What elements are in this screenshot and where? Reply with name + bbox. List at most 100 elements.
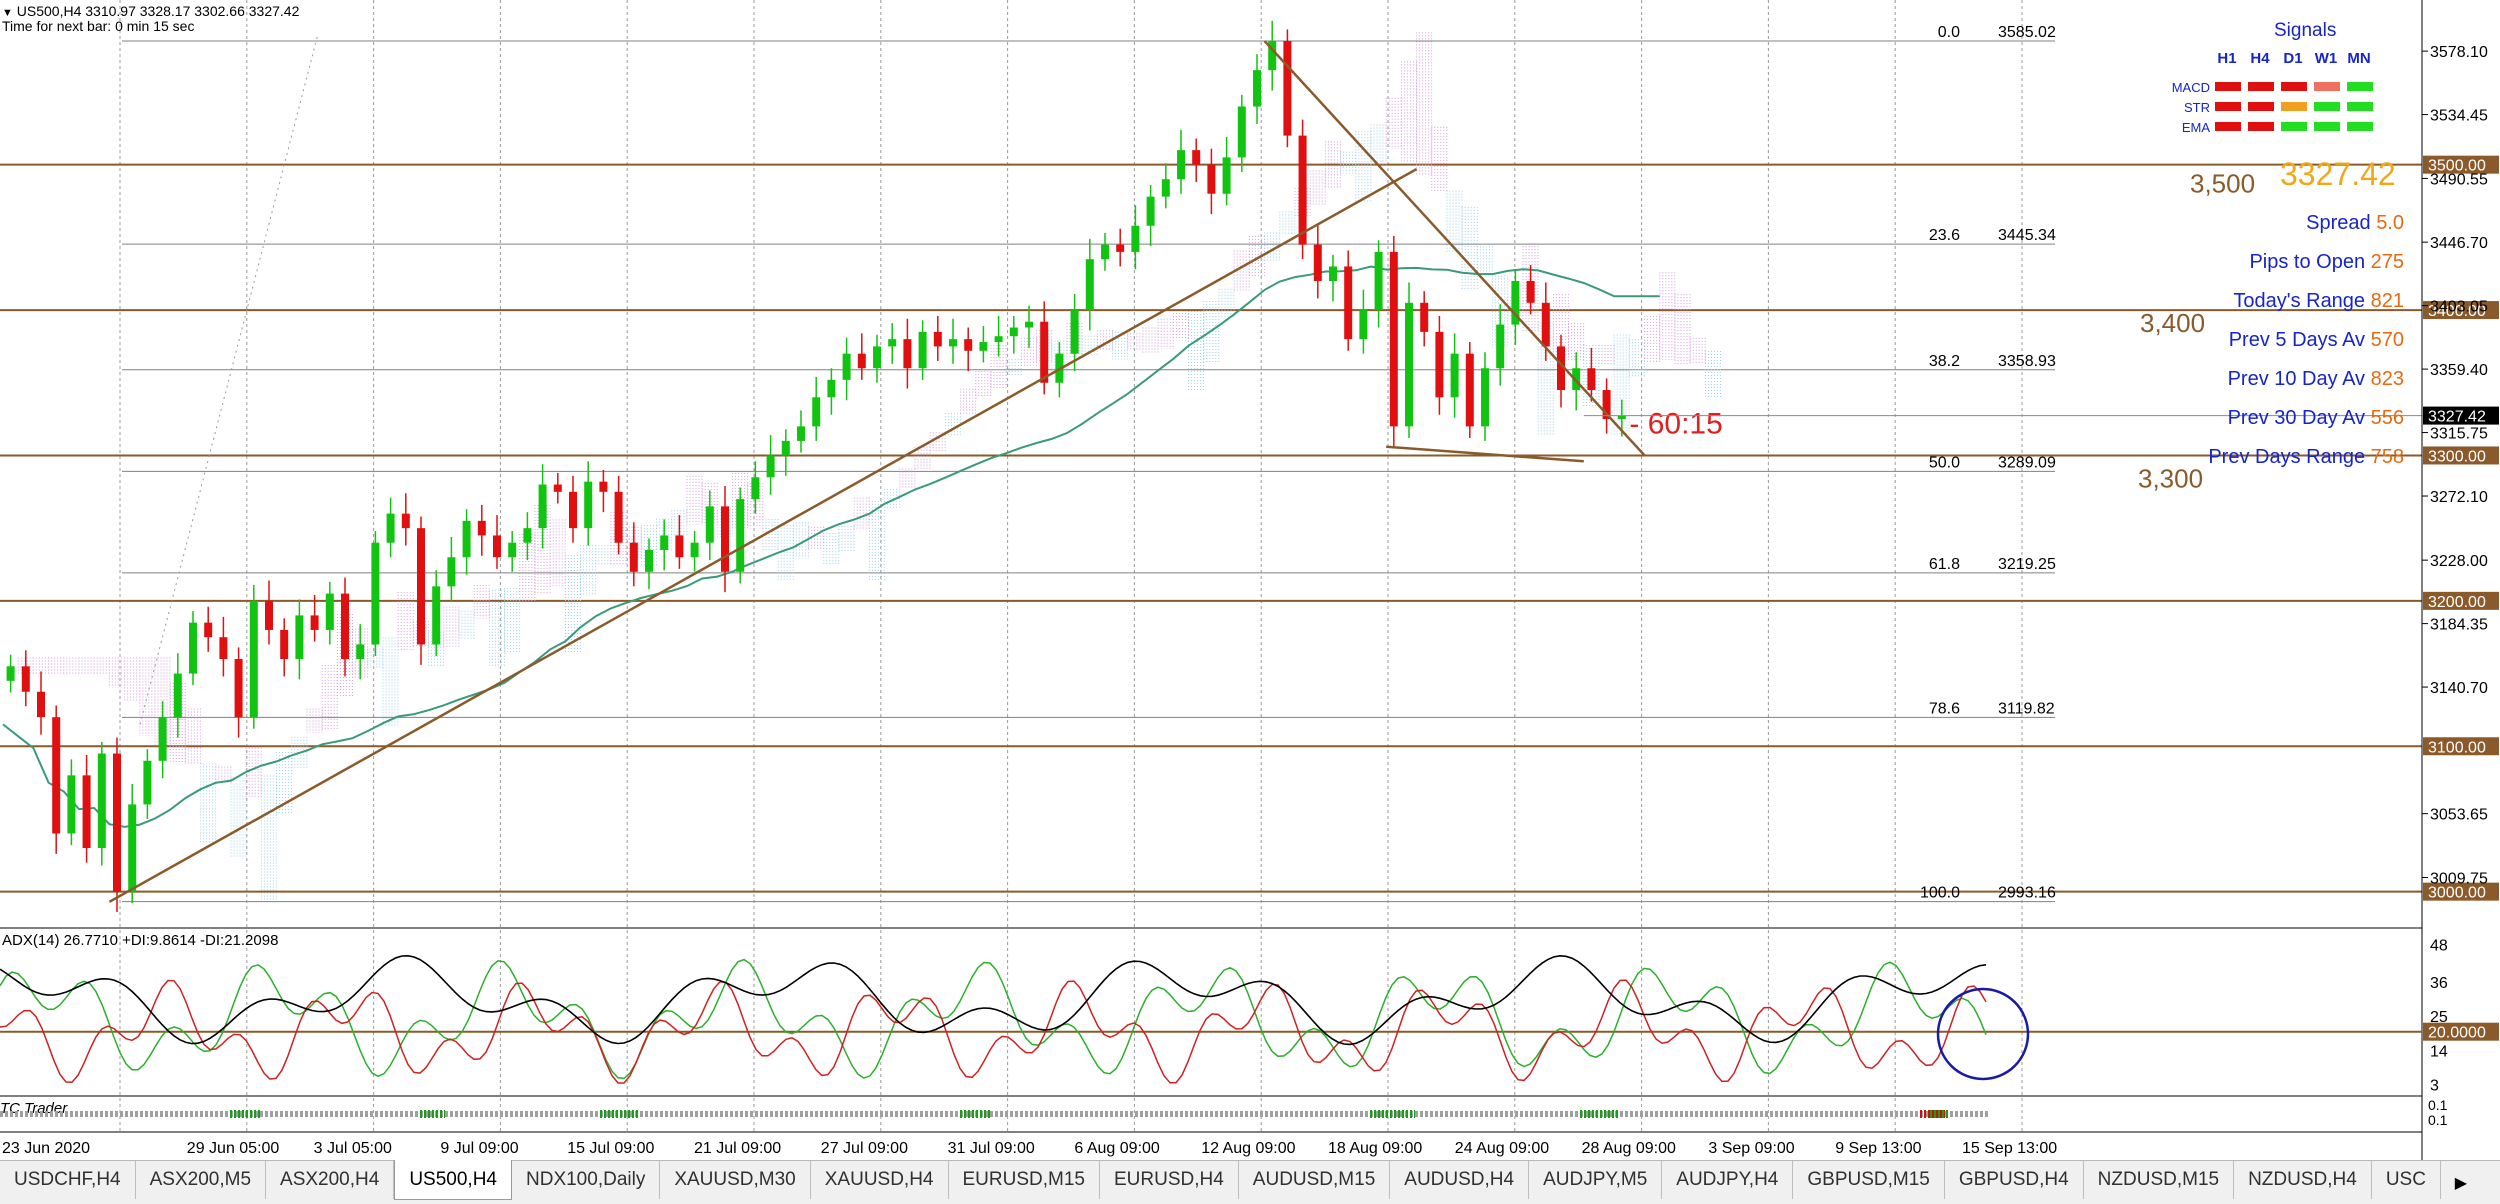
signal-row-label: STR — [2184, 100, 2210, 115]
candle-body — [584, 481, 593, 529]
chart-tab[interactable]: EURUSD,H4 — [1100, 1161, 1239, 1199]
level-annotation: 3,400 — [2140, 308, 2205, 338]
chart-tab[interactable]: USC — [2372, 1161, 2441, 1199]
stat-label: Today's Range — [2233, 290, 2371, 312]
candle-body — [1465, 353, 1474, 427]
fib-level-text: 50.0 — [1929, 454, 1960, 471]
candle-body — [1298, 135, 1307, 245]
trendlines[interactable] — [108, 33, 1646, 903]
signal-column-label: W1 — [2314, 50, 2338, 67]
candle-body — [234, 659, 243, 718]
stat-value: 570 — [2370, 329, 2404, 351]
candle-body — [766, 455, 775, 478]
chart-tab[interactable]: XAUUSD,M30 — [660, 1161, 811, 1199]
collapse-triangle-icon[interactable]: ▼ — [2, 7, 13, 19]
chart-tab[interactable]: AUDUSD,M15 — [1239, 1161, 1391, 1199]
stat-label: Prev 5 Days Av — [2228, 329, 2371, 351]
chart-tab[interactable]: AUDJPY,H4 — [1662, 1161, 1794, 1199]
candle-body — [477, 520, 486, 536]
fib-price-text: 3445.34 — [1998, 227, 2056, 244]
candle-body — [797, 426, 805, 441]
signals-panel: Signals H1 H4 D1 W1 MN MACD STR EMA — [2160, 18, 2400, 148]
stat-line: Spread 5.0 — [2306, 212, 2404, 235]
candle-body — [827, 379, 836, 398]
candle-body — [1435, 331, 1444, 398]
level-price-tag — [2423, 446, 2499, 465]
adx-plus-di — [0, 958, 1987, 1080]
chart-tab[interactable]: ASX200,H4 — [266, 1161, 395, 1199]
candle-body — [781, 440, 790, 456]
candle-body — [1101, 244, 1109, 260]
chart-tab[interactable]: AUDUSD,H4 — [1390, 1161, 1530, 1199]
time-tick-label: 28 Aug 09:00 — [1582, 1140, 1676, 1157]
candle-body — [128, 804, 137, 892]
fib-level-text: 78.6 — [1929, 700, 1960, 717]
candle-body — [645, 549, 653, 572]
chart-tab[interactable]: AUDJPY,M5 — [1529, 1161, 1663, 1199]
candle-body — [1116, 244, 1125, 252]
time-tick-label: 15 Sep 13:00 — [1962, 1140, 2057, 1157]
candle-body — [493, 535, 501, 558]
chart-tab[interactable]: GBPUSD,H4 — [1945, 1161, 2084, 1199]
falling-trendline[interactable] — [1263, 40, 1646, 457]
candle-body — [1131, 225, 1140, 252]
stat-label: Prev Days Range — [2208, 446, 2371, 468]
stat-line: Prev 5 Days Av 570 — [2229, 329, 2404, 352]
fib-level-text: 0.0 — [1938, 24, 1960, 41]
level-annotations: 3,500 3,400 3,300 - 60:15 3327.42 — [1583, 169, 2499, 493]
chart-tab[interactable]: ASX200,M5 — [136, 1161, 267, 1199]
chart-tab[interactable]: US500,H4 — [394, 1160, 512, 1200]
signal-indicator — [2347, 102, 2373, 111]
candle-body — [1617, 415, 1626, 420]
adx-minus-di — [0, 979, 1987, 1084]
chart-tab[interactable]: GBPUSD,M15 — [1793, 1161, 1945, 1199]
chart-tab[interactable]: USDCHF,H4 — [0, 1161, 136, 1199]
candle-body — [1526, 280, 1535, 303]
candle-body — [295, 615, 304, 660]
candle-body — [614, 491, 623, 543]
triangle-right-icon[interactable]: ▶ — [2454, 1174, 2468, 1192]
candle-body — [1161, 179, 1170, 197]
current-price-tag — [2423, 406, 2499, 425]
stat-line: Prev 30 Day Av 556 — [2228, 407, 2404, 430]
level-price-tag — [2423, 882, 2499, 901]
candle-body — [341, 593, 349, 660]
candle-body — [949, 339, 957, 347]
stat-value: 275 — [2370, 251, 2404, 273]
candle-body — [37, 691, 45, 718]
candle-body — [97, 753, 106, 849]
candlesticks — [6, 20, 1626, 913]
signal-column-label: D1 — [2283, 50, 2303, 67]
time-tick-label: 9 Jul 09:00 — [440, 1140, 518, 1157]
candle-body — [1207, 164, 1216, 194]
rising-trendline[interactable] — [108, 167, 1418, 903]
candle-body — [857, 353, 866, 369]
candle-body — [553, 484, 562, 492]
candle-body — [371, 542, 380, 645]
time-tick-label: 23 Jun 2020 — [2, 1140, 90, 1157]
candle-body — [705, 506, 714, 543]
support-trendline[interactable] — [1386, 445, 1584, 463]
chart-tab[interactable]: NZDUSD,M15 — [2084, 1161, 2235, 1199]
level-price-tag — [2423, 301, 2499, 320]
level-price-tag — [2423, 737, 2499, 756]
time-tick-label: 24 Aug 09:00 — [1455, 1140, 1549, 1157]
fib-price-text: 2993.16 — [1998, 885, 2056, 902]
chart-tab[interactable]: EURUSD,M15 — [949, 1161, 1100, 1199]
candle-body — [1557, 346, 1565, 391]
signal-column-label: H4 — [2250, 50, 2270, 67]
tc-trader-indicator: TC Trader 0.10.1 — [0, 1097, 2448, 1128]
chart-tab[interactable]: NZDUSD,H4 — [2234, 1161, 2372, 1199]
chart-tab[interactable]: XAUUSD,H4 — [811, 1161, 949, 1199]
chart-tab[interactable]: NDX100,Daily — [512, 1161, 661, 1199]
candle-body — [432, 586, 441, 645]
fib-price-text: 3119.82 — [1998, 700, 2055, 717]
price-tick-label: 3490.55 — [2430, 171, 2488, 188]
candle-body — [1481, 368, 1489, 427]
candle-body — [1374, 251, 1383, 311]
signals-title: Signals — [2274, 20, 2337, 41]
candle-body — [903, 339, 912, 369]
fib-price-text: 3289.09 — [1998, 454, 2056, 471]
chart-background — [0, 0, 2500, 1160]
